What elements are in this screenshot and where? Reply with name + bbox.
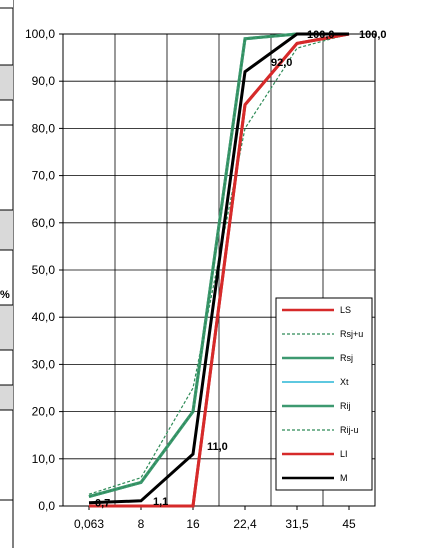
percent-label: % <box>0 289 10 301</box>
x-tick-label: 0,063 <box>74 517 104 531</box>
y-tick-label: 80,0 <box>32 121 56 135</box>
legend-label: Rsj+u <box>340 329 363 339</box>
legend-label: Rij-u <box>340 425 359 435</box>
y-tick-label: 90,0 <box>32 74 56 88</box>
series-line-li <box>89 32 350 508</box>
legend-label: LS <box>340 305 351 315</box>
y-tick-label: 40,0 <box>32 310 56 324</box>
y-tick-label: 100,0 <box>25 27 55 41</box>
x-tick-label: 31,5 <box>285 517 309 531</box>
legend: LS Rsj+u Rsj Xt Rij Rij-u LI M <box>275 297 373 491</box>
left-edge-cell <box>0 385 13 410</box>
left-edge-fragment <box>0 0 14 548</box>
legend-label: Rij <box>340 401 351 411</box>
series-line-m <box>88 32 349 505</box>
legend-label: LI <box>340 449 348 459</box>
legend-label: Rsj <box>340 353 353 363</box>
left-edge-cell <box>0 305 13 350</box>
y-tick-label: 30,0 <box>32 357 56 371</box>
x-axis-ticks: 0,063 8 16 22,4 31,5 45 <box>74 506 356 531</box>
x-tick-label: 8 <box>138 517 145 531</box>
series-lines <box>88 32 350 508</box>
y-tick-label: 50,0 <box>32 263 56 277</box>
data-label: 92,0 <box>271 57 292 69</box>
left-edge-cell <box>0 65 13 100</box>
data-label: 0,7 <box>95 498 110 510</box>
data-label: 100,0 <box>307 29 335 41</box>
x-tick-label: 16 <box>186 517 200 531</box>
left-edge-cell <box>0 210 13 250</box>
legend-label: Xt <box>340 377 349 387</box>
y-tick-label: 0,0 <box>38 499 55 513</box>
data-label: 1,1 <box>153 496 168 508</box>
legend-box <box>275 297 373 491</box>
x-tick-label: 22,4 <box>233 517 257 531</box>
y-tick-label: 60,0 <box>32 216 56 230</box>
y-tick-label: 70,0 <box>32 169 56 183</box>
x-tick-label: 45 <box>342 517 356 531</box>
y-tick-label: 10,0 <box>32 452 56 466</box>
data-label: 100,0 <box>359 29 387 41</box>
y-axis-ticks: 0,0 10,0 20,0 30,0 40,0 50,0 60,0 70,0 80,0 90,0 1… <box>25 27 63 513</box>
left-edge-cell <box>0 0 13 8</box>
data-label: 11,0 <box>207 441 228 453</box>
data-labels: 0,7 1,1 11,0 92,0 100,0 100,0 <box>95 29 387 510</box>
y-tick-label: 20,0 <box>32 405 56 419</box>
legend-label: M <box>340 473 348 483</box>
